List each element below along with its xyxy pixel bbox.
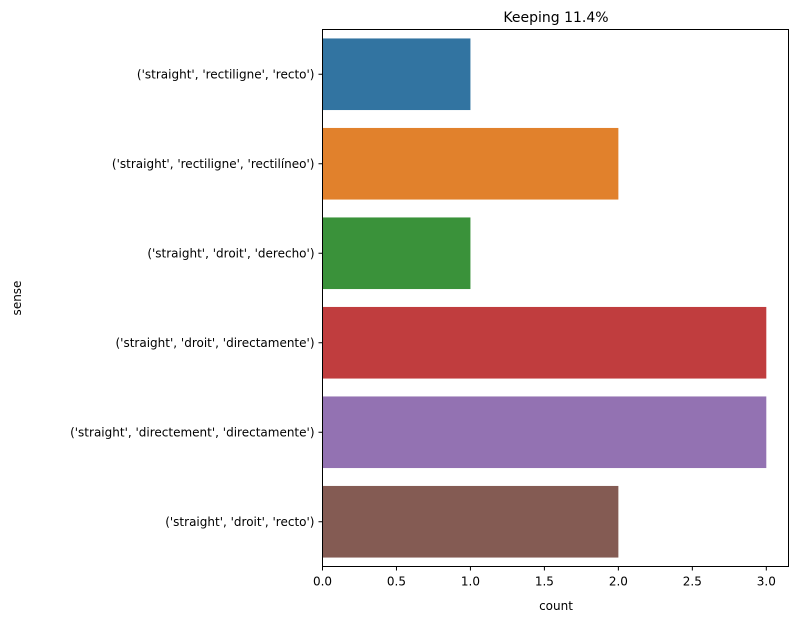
x-tick-label: 1.5 (535, 575, 554, 589)
x-axis-ticks: 0.0 0.5 1.0 1.5 2.0 2.5 3.0 (313, 566, 776, 589)
y-tick-label: ('straight', 'rectiligne', 'recto') (137, 67, 315, 81)
y-tick-label: ('straight', 'droit', 'recto') (165, 515, 314, 529)
x-tick-label: 3.0 (757, 575, 776, 589)
y-tick-label: ('straight', 'directement', 'directament… (70, 425, 314, 439)
bar (322, 306, 767, 379)
y-axis-ticks: ('straight', 'rectiligne', 'recto') ('str… (70, 67, 323, 529)
y-tick-label: ('straight', 'droit', 'directamente') (115, 336, 314, 350)
bar (322, 38, 471, 111)
bar (322, 485, 619, 558)
x-tick-label: 2.5 (683, 575, 702, 589)
x-axis-label: count (539, 599, 573, 613)
plot-frame (322, 29, 789, 567)
bars-group (322, 38, 767, 558)
y-axis-label: sense (10, 281, 24, 316)
y-tick-label: ('straight', 'droit', 'derecho') (147, 246, 314, 260)
bar (322, 396, 767, 469)
x-tick-label: 0.5 (387, 575, 406, 589)
bar (322, 217, 471, 290)
bar (322, 127, 619, 200)
x-tick-label: 2.0 (609, 575, 628, 589)
x-tick-label: 0.0 (313, 575, 332, 589)
chart-title: Keeping 11.4% (503, 10, 608, 26)
x-tick-label: 1.0 (461, 575, 480, 589)
y-tick-label: ('straight', 'rectiligne', 'rectilíneo') (112, 157, 315, 171)
